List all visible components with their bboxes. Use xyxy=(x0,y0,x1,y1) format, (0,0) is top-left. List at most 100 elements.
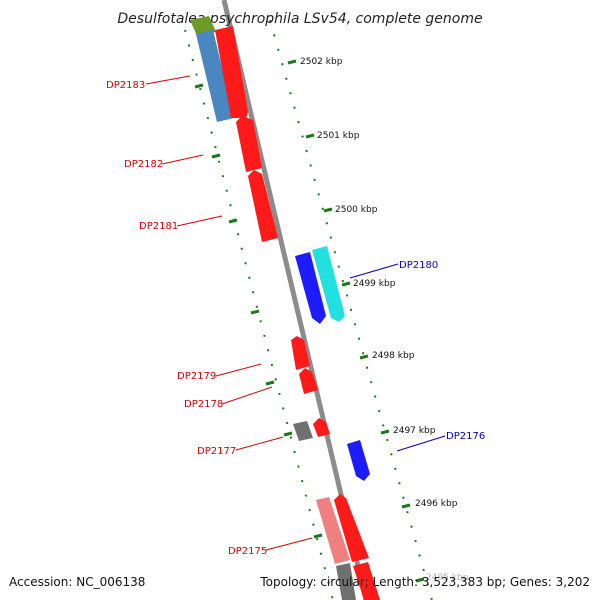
ruler-dot xyxy=(357,337,361,341)
gene-DP2180-blue[interactable] xyxy=(295,252,326,324)
ruler-dot xyxy=(293,450,296,454)
ruler-dot xyxy=(269,19,272,23)
ruler-dot xyxy=(386,438,389,442)
ruler-dot xyxy=(398,481,401,485)
ruler-dot xyxy=(333,250,337,254)
gene-connector-DP2179 xyxy=(215,363,262,377)
ruler-dot xyxy=(406,510,409,514)
gene-label-DP2183[interactable]: DP2183 xyxy=(106,80,145,91)
gene-gray-bottom[interactable] xyxy=(336,563,356,600)
ruler-dot xyxy=(341,279,345,283)
ruler-right-ticks xyxy=(269,19,433,600)
ruler-dot xyxy=(331,595,334,599)
gene-DP2177-body[interactable] xyxy=(313,418,330,437)
ruler-dot xyxy=(319,552,323,555)
gene-DP2181-body[interactable] xyxy=(248,170,278,242)
gene-connector-DP2175 xyxy=(265,537,313,551)
gene-label-DP2177[interactable]: DP2177 xyxy=(197,446,236,457)
genome-summary-text: Topology: circular; Length: 3,523,383 bp… xyxy=(259,575,590,589)
gene-connector-DP2177 xyxy=(235,436,284,451)
ruler-dot xyxy=(325,222,328,225)
gene-red-bottom[interactable] xyxy=(353,562,380,600)
ruler-major-tick xyxy=(380,429,390,435)
ruler-dot xyxy=(349,308,353,312)
ruler-dot xyxy=(282,407,285,410)
ruler-dot xyxy=(266,349,270,352)
ruler-dot xyxy=(206,116,210,120)
gene-label-DP2181[interactable]: DP2181 xyxy=(139,221,178,232)
kbp-label-2502: 2502 kbp xyxy=(300,57,343,67)
ruler-dot xyxy=(263,334,266,338)
gene-DP2183-body[interactable] xyxy=(196,30,234,122)
ruler-dot xyxy=(373,395,377,398)
accession-text: Accession: NC_006138 xyxy=(9,575,145,589)
ruler-dot xyxy=(390,453,393,456)
gene-label-DP2179[interactable]: DP2179 xyxy=(177,371,216,382)
ruler-dot xyxy=(414,539,417,543)
gene-connector-DP2183 xyxy=(145,75,191,85)
ruler-dot xyxy=(321,207,324,210)
ruler-dot xyxy=(259,320,262,323)
ruler-dot xyxy=(301,135,304,138)
ruler-dot xyxy=(426,583,429,586)
ruler-major-tick xyxy=(313,533,323,539)
gene-DP2175-pink[interactable] xyxy=(316,497,350,564)
ruler-major-tick xyxy=(287,59,297,65)
gene-DP2180-body[interactable] xyxy=(312,246,345,322)
ruler-major-tick xyxy=(323,207,333,213)
ruler-dot xyxy=(248,276,251,280)
ruler-major-tick xyxy=(305,133,315,139)
gene-connector-DP2182 xyxy=(161,154,204,165)
ruler-dot xyxy=(293,106,296,109)
ruler-dot xyxy=(255,305,259,309)
ruler-dot xyxy=(251,291,255,294)
ruler-dot xyxy=(195,73,198,76)
ruler-dot xyxy=(236,233,240,236)
genome-title: Desulfotalea psychrophila LSv54, complet… xyxy=(117,11,482,27)
ruler-dot xyxy=(187,44,191,47)
ruler-dot xyxy=(214,145,217,149)
ruler-major-tick xyxy=(401,503,411,509)
kbp-label-2501: 2501 kbp xyxy=(317,131,360,141)
gene-DP2182-body[interactable] xyxy=(236,116,262,172)
gene-label-DP2178[interactable]: DP2178 xyxy=(184,399,223,410)
ruler-dot xyxy=(430,597,433,600)
kbp-label-2500: 2500 kbp xyxy=(335,205,378,215)
ruler-dot xyxy=(274,378,277,381)
ruler-major-tick xyxy=(265,380,275,386)
ruler-dot xyxy=(289,91,292,95)
gene-DP2178-body[interactable] xyxy=(299,368,318,394)
gene-DP2176-body[interactable] xyxy=(347,440,370,481)
ruler-dot xyxy=(281,63,284,66)
ruler-dot xyxy=(278,392,281,396)
gene-label-DP2180[interactable]: DP2180 xyxy=(399,260,438,271)
ruler-dot xyxy=(309,164,312,167)
ruler-dot xyxy=(315,537,319,541)
gene-label-DP2176[interactable]: DP2176 xyxy=(446,431,485,442)
ruler-major-tick xyxy=(283,431,293,437)
ruler-dot xyxy=(382,424,385,427)
ruler-dot xyxy=(422,568,425,572)
ruler-dot xyxy=(297,120,300,124)
gene-DP2179-body[interactable] xyxy=(291,336,310,370)
ruler-dot xyxy=(297,465,300,468)
kbp-label-2497: 2497 kbp xyxy=(393,426,436,436)
ruler-major-tick xyxy=(194,83,204,89)
ruler-dot xyxy=(353,323,357,326)
ruler-dot xyxy=(273,34,276,37)
gene-red-upper[interactable] xyxy=(215,26,248,118)
ruler-dot xyxy=(394,467,397,471)
gene-label-DP2175[interactable]: DP2175 xyxy=(228,546,267,557)
ruler-dot xyxy=(270,363,274,367)
ruler-dot xyxy=(361,352,365,355)
ruler-dot xyxy=(308,508,311,512)
ruler-dot xyxy=(410,525,413,528)
ruler-dot xyxy=(300,479,304,483)
gene-label-DP2182[interactable]: DP2182 xyxy=(124,159,163,170)
gene-DP2177-gray[interactable] xyxy=(293,421,313,441)
ruler-major-tick xyxy=(228,218,238,224)
gene-DP2175-body[interactable] xyxy=(334,494,369,562)
ruler-dot xyxy=(277,48,280,52)
